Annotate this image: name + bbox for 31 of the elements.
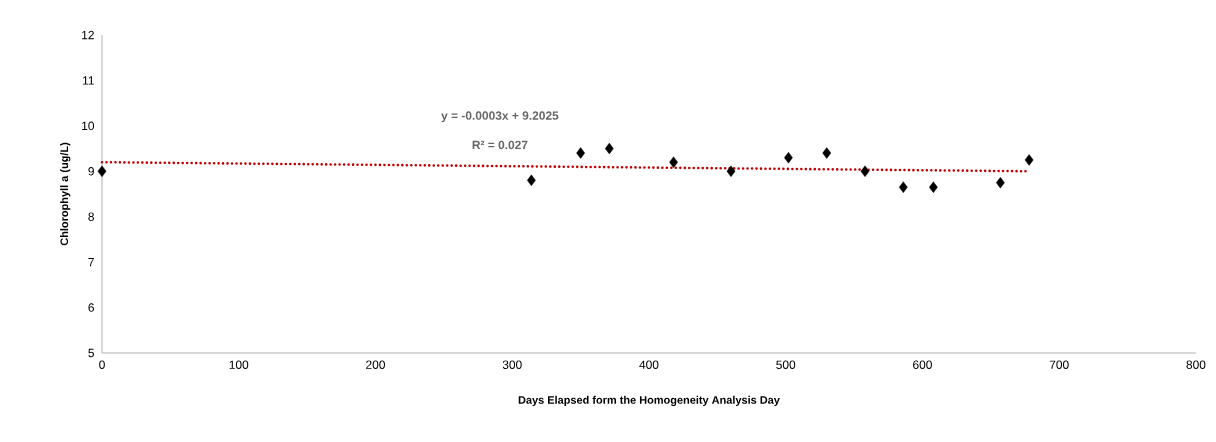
y-tick-label: 6 xyxy=(88,303,94,312)
y-tick-label: 5 xyxy=(88,348,94,358)
x-tick-label: 100 xyxy=(229,360,249,369)
x-tick-label: 500 xyxy=(776,360,796,369)
x-axis-title: Days Elapsed form the Homogeneity Analysis Day xyxy=(518,395,780,407)
point xyxy=(669,156,678,168)
x-tick-label: 0 xyxy=(99,360,105,369)
x-tick-label: 200 xyxy=(366,360,385,369)
y-axis-title: Chlorophyll a (ug/L) xyxy=(60,142,71,246)
point xyxy=(898,181,908,193)
annotation: y = -0.0003x + 9.2025 xyxy=(441,111,559,123)
x-tick-label: 400 xyxy=(639,360,659,369)
annotation: R² = 0.027 xyxy=(472,140,528,150)
point xyxy=(604,142,614,155)
point xyxy=(726,165,736,177)
x-tick-label: 300 xyxy=(502,360,522,369)
y-tick-label: 11 xyxy=(82,76,94,85)
x-tick-label: 700 xyxy=(1049,360,1069,369)
y-tick-label: 9 xyxy=(88,167,94,176)
y-tick-label: 12 xyxy=(82,30,94,40)
point xyxy=(929,181,938,193)
point xyxy=(97,165,107,177)
x-tick-label: 600 xyxy=(913,360,932,369)
y-tick-label: 7 xyxy=(88,258,94,267)
point xyxy=(1024,154,1034,166)
point xyxy=(860,165,870,177)
y-tick-label: 10 xyxy=(82,121,95,131)
x-tick-label: 800 xyxy=(1186,360,1206,369)
y-tick-label: 8 xyxy=(88,212,94,221)
point xyxy=(822,147,832,159)
point xyxy=(576,147,585,159)
